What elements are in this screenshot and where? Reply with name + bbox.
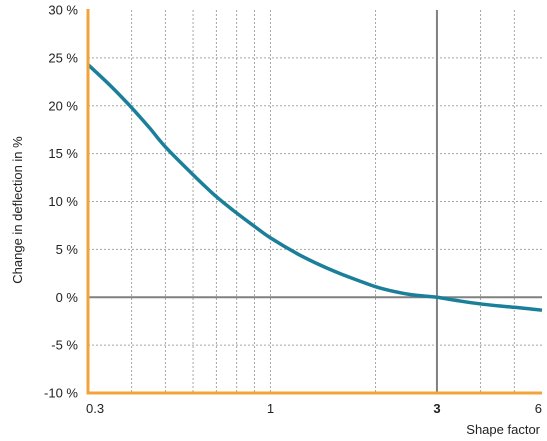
- y-tick-label: -5 %: [51, 338, 78, 353]
- y-tick-label: 20 %: [48, 98, 78, 113]
- y-tick-label: -10 %: [44, 386, 78, 401]
- x-tick-label: 1: [267, 401, 274, 416]
- y-axis-title: Change in deflection in %: [10, 136, 25, 284]
- y-tick-label: 0 %: [56, 290, 79, 305]
- axis-frame: [86, 9, 542, 395]
- gridlines: [88, 10, 542, 393]
- y-tick-label: 30 %: [48, 3, 78, 18]
- y-tick-label: 10 %: [48, 194, 78, 209]
- deflection-curve-0: [86, 63, 543, 312]
- y-tick-label: 25 %: [48, 50, 78, 65]
- y-tick-label: 15 %: [48, 146, 78, 161]
- x-tick-label: 3: [433, 401, 440, 416]
- x-tick-label: 0.3: [86, 401, 104, 416]
- x-axis-title: Shape factor: [466, 422, 540, 437]
- x-tick-label: 6: [535, 401, 542, 416]
- reference-lines: [88, 10, 542, 393]
- y-tick-label: 5 %: [56, 242, 79, 257]
- y-tick-labels: 30 % 25 % 20 % 15 % 10 % 5 % 0 % -5 % -10 %: [44, 3, 78, 401]
- series: [86, 63, 543, 312]
- x-tick-labels: 0.3 1 3 6: [86, 401, 542, 416]
